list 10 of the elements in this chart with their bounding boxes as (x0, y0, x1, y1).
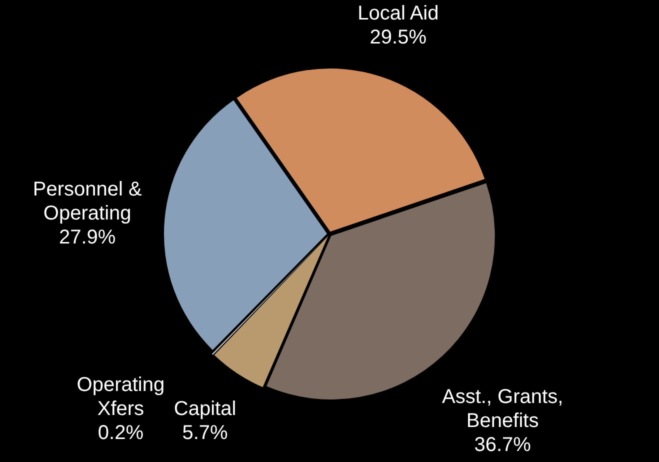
data-label: 29.5% (370, 26, 427, 49)
data-label: 5.7% (182, 422, 228, 444)
slice-label: Personnel & Operating (32, 178, 142, 224)
data-label: 27.9% (58, 226, 116, 248)
slice-label: Local Aid (358, 2, 439, 25)
data-label: 36.7% (474, 434, 532, 456)
slice-label: Capital (174, 398, 236, 420)
data-label: 0.2% (98, 422, 144, 444)
slice-label: Operating Xfers (76, 374, 165, 420)
slice-label: Asst., Grants, Benefits (442, 386, 564, 432)
